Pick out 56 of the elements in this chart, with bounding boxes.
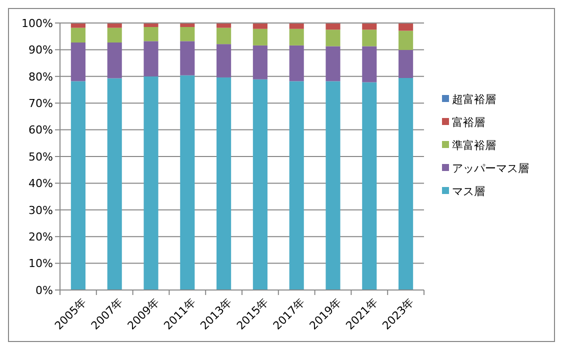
bar — [362, 24, 377, 30]
bar — [362, 30, 377, 46]
bar — [107, 78, 122, 290]
y-tick-label: 100% — [22, 16, 53, 30]
bar — [326, 81, 340, 290]
bar — [289, 81, 304, 290]
bar — [252, 24, 268, 29]
y-tick-label: 20% — [28, 230, 53, 244]
bar — [107, 24, 122, 28]
bar — [144, 24, 158, 28]
legend-label: マス層 — [452, 184, 485, 198]
bar — [362, 46, 377, 82]
legend-label: 超富裕層 — [452, 92, 496, 106]
bar — [216, 24, 232, 28]
bar — [398, 50, 414, 78]
bar — [326, 30, 340, 46]
bar — [70, 42, 86, 82]
y-tick-label: 90% — [28, 44, 53, 57]
bar — [289, 24, 304, 29]
bar — [398, 24, 414, 31]
bar — [216, 77, 232, 290]
bar — [144, 41, 158, 76]
bar — [70, 28, 86, 42]
y-tick-label: 30% — [28, 204, 53, 217]
bar — [107, 28, 122, 42]
bar — [289, 45, 304, 82]
bar — [398, 30, 414, 50]
bar — [107, 42, 122, 78]
bar — [252, 28, 268, 46]
bar — [362, 82, 377, 290]
bar — [252, 79, 268, 290]
y-tick-label: 0% — [36, 284, 53, 297]
bar — [180, 75, 195, 290]
bar — [180, 27, 195, 42]
bar — [216, 28, 232, 44]
bar — [144, 27, 158, 42]
y-tick-label: 60% — [28, 124, 53, 137]
bar — [180, 41, 195, 76]
bar — [326, 24, 340, 30]
legend-label: アッパーマス層 — [452, 162, 529, 175]
bar — [289, 28, 304, 46]
y-tick-label: 40% — [28, 177, 53, 190]
bar — [326, 46, 340, 82]
y-tick-label: 80% — [28, 70, 53, 84]
bar — [180, 24, 195, 28]
legend-label: 準富裕層 — [452, 138, 496, 152]
bar — [144, 76, 158, 290]
bar — [216, 44, 232, 78]
bar — [252, 45, 268, 80]
y-tick-label: 10% — [28, 257, 53, 270]
legend-label: 富裕層 — [452, 116, 485, 129]
y-tick-label: 70% — [28, 96, 53, 110]
bar — [70, 24, 86, 28]
bar — [70, 81, 86, 290]
bar — [398, 78, 414, 290]
y-tick-label: 50% — [28, 150, 53, 164]
